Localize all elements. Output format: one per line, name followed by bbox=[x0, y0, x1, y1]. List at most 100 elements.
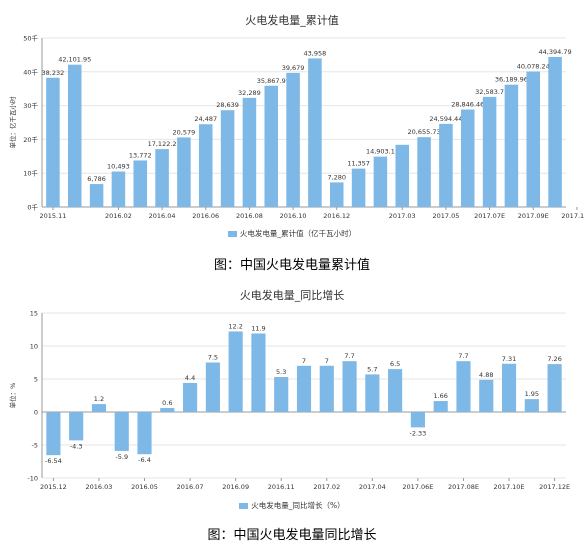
chart1-xtick-label: 2017.09E bbox=[518, 212, 549, 220]
chart2-data-label: -4.3 bbox=[70, 442, 83, 450]
chart1-data-label: 13,772 bbox=[129, 151, 152, 159]
chart2-bar bbox=[114, 412, 129, 451]
chart2-data-label: 5.7 bbox=[367, 365, 377, 373]
chart1-data-label: 32,583.7 bbox=[475, 88, 504, 96]
chart2-xtick-label: 2017.08E bbox=[448, 483, 479, 491]
chart1-bar bbox=[329, 182, 344, 207]
chart1-bar bbox=[67, 64, 82, 208]
chart2-plot: -10 -5 0 5 10 15 单位：% -6.54 -4.3 1.2 -5.9 -6.4 0.6 4.… bbox=[8, 310, 570, 492]
chart1-bar bbox=[395, 144, 410, 207]
chart1-bar bbox=[460, 109, 475, 207]
chart1-bar bbox=[548, 56, 562, 207]
chart1-bar bbox=[46, 77, 60, 207]
chart2-data-label: 12.2 bbox=[228, 322, 242, 330]
chart1-xtick-label: 2015.11 bbox=[39, 212, 66, 220]
chart2-ytick-label: 15 bbox=[30, 310, 38, 318]
chart1-bar bbox=[526, 71, 541, 207]
chart1-ytick-label: 50千 bbox=[23, 34, 38, 43]
chart2-data-label: 7.26 bbox=[547, 355, 561, 363]
chart2-title: 火电发电量_同比增长 bbox=[239, 289, 345, 302]
chart2-bar bbox=[365, 374, 380, 412]
chart2-data-label: 7 bbox=[302, 357, 306, 365]
chart2-xtick-label: 2016.09 bbox=[222, 483, 249, 491]
chart2-ytick-label: 5 bbox=[34, 376, 38, 384]
chart1-xtick-label: 2017.11E bbox=[561, 212, 584, 220]
chart1-xtick-label: 2017.03 bbox=[389, 212, 416, 220]
chart2-bar bbox=[46, 412, 61, 456]
chart1-xtick-label: 2016.08 bbox=[236, 212, 263, 220]
chart2-bar bbox=[274, 377, 289, 412]
chart2-data-label: 7 bbox=[325, 357, 329, 365]
chart1-data-label: 44,394.79 bbox=[539, 48, 572, 56]
chart1-data-label: 39,679 bbox=[282, 64, 305, 72]
chart2-data-label: 7.5 bbox=[208, 354, 218, 362]
chart1-xtick-label: 2016.10 bbox=[280, 212, 307, 220]
chart2-data-label: 7.7 bbox=[344, 352, 354, 360]
chart2-bar bbox=[388, 369, 403, 412]
chart2-xtick-label: 2017.06E bbox=[402, 483, 433, 491]
chart1-data-label: 6,786 bbox=[87, 175, 106, 183]
chart1-bar bbox=[242, 97, 257, 207]
chart1-bar bbox=[482, 96, 497, 207]
chart1-ytick-label: 30千 bbox=[23, 101, 38, 110]
chart1-bar bbox=[264, 85, 279, 207]
chart2-bar bbox=[205, 362, 220, 412]
chart2-bar bbox=[433, 401, 448, 412]
chart1-bar bbox=[286, 72, 300, 207]
chart1-bar bbox=[439, 123, 453, 207]
chart2-data-label: -2.33 bbox=[409, 429, 426, 437]
chart2-bar bbox=[479, 379, 494, 412]
chart2-data-label: 4.88 bbox=[479, 371, 493, 379]
chart2-data-label: 7.31 bbox=[502, 355, 516, 363]
chart2-xtick-label: 2016.05 bbox=[131, 483, 158, 491]
chart1-xtick-label: 2017.05 bbox=[432, 212, 459, 220]
chart2-bar bbox=[69, 412, 84, 441]
chart1-bar bbox=[133, 160, 148, 207]
chart2-xtick-label: 2017.10E bbox=[494, 483, 525, 491]
chart2-legend-swatch bbox=[239, 502, 249, 509]
chart1-data-label: 32,289 bbox=[238, 89, 261, 97]
chart1-data-label: 24,594.44 bbox=[429, 115, 462, 123]
chart2-bar bbox=[342, 361, 357, 412]
chart2-bar bbox=[91, 404, 107, 412]
chart1-data-label: 14,903.1 bbox=[366, 148, 395, 156]
chart1-data-label: 24,487 bbox=[194, 115, 217, 123]
chart2-data-label: 6.5 bbox=[390, 360, 400, 368]
chart2-ytick-label: 10 bbox=[30, 343, 38, 351]
chart2-bar bbox=[251, 333, 266, 412]
chart2-ytick-label: -5 bbox=[32, 442, 38, 450]
chart1-data-label: 11,357 bbox=[347, 160, 370, 168]
chart2-data-label: -5.9 bbox=[115, 453, 128, 461]
chart1-data-label: 42,101.95 bbox=[58, 56, 91, 64]
chart1-xtick-label: 2016.04 bbox=[149, 212, 176, 220]
chart1-ytick-label: 20千 bbox=[23, 135, 38, 144]
chart2-bar bbox=[319, 365, 334, 412]
chart1-bar bbox=[504, 84, 519, 207]
chart1-bar bbox=[220, 110, 235, 207]
chart1-data-label: 40,078.24 bbox=[517, 63, 550, 71]
chart2-data-label: 1.66 bbox=[433, 392, 447, 400]
chart1-bar bbox=[417, 137, 431, 207]
chart2-xtick-label: 2016.07 bbox=[177, 483, 204, 491]
chart2-xtick-label: 2017.12E bbox=[539, 483, 570, 491]
chart2-data-label: 5.3 bbox=[276, 368, 286, 376]
chart1-bar bbox=[155, 149, 169, 207]
chart1-ytick-label: 10千 bbox=[23, 169, 38, 178]
chart2-data-label: 4.4 bbox=[185, 374, 195, 382]
chart1-xtick-label: 2016.12 bbox=[323, 212, 350, 220]
chart2-ylabel: 单位：% bbox=[8, 383, 17, 409]
chart2-data-label: 0.6 bbox=[162, 399, 172, 407]
chart2-data-label: -6.4 bbox=[138, 456, 151, 464]
chart1-data-label: 43,958 bbox=[304, 49, 327, 57]
chart2-bar bbox=[456, 361, 471, 412]
chart2-xtick-label: 2015.12 bbox=[40, 483, 67, 491]
chart2-xtick-label: 2017.02 bbox=[313, 483, 340, 491]
chart1-title: 火电发电量_累计值 bbox=[245, 14, 339, 27]
chart1-data-label: 28,639 bbox=[216, 101, 239, 109]
chart2-legend-label: 火电发电量_同比增长（%） bbox=[251, 501, 345, 510]
chart2-bar bbox=[183, 382, 198, 412]
chart1-caption: 图：中国火电发电量累计值 bbox=[213, 258, 370, 273]
chart2-bar bbox=[137, 412, 152, 455]
chart1-legend-swatch bbox=[227, 230, 237, 237]
chart2-bar bbox=[410, 412, 425, 428]
